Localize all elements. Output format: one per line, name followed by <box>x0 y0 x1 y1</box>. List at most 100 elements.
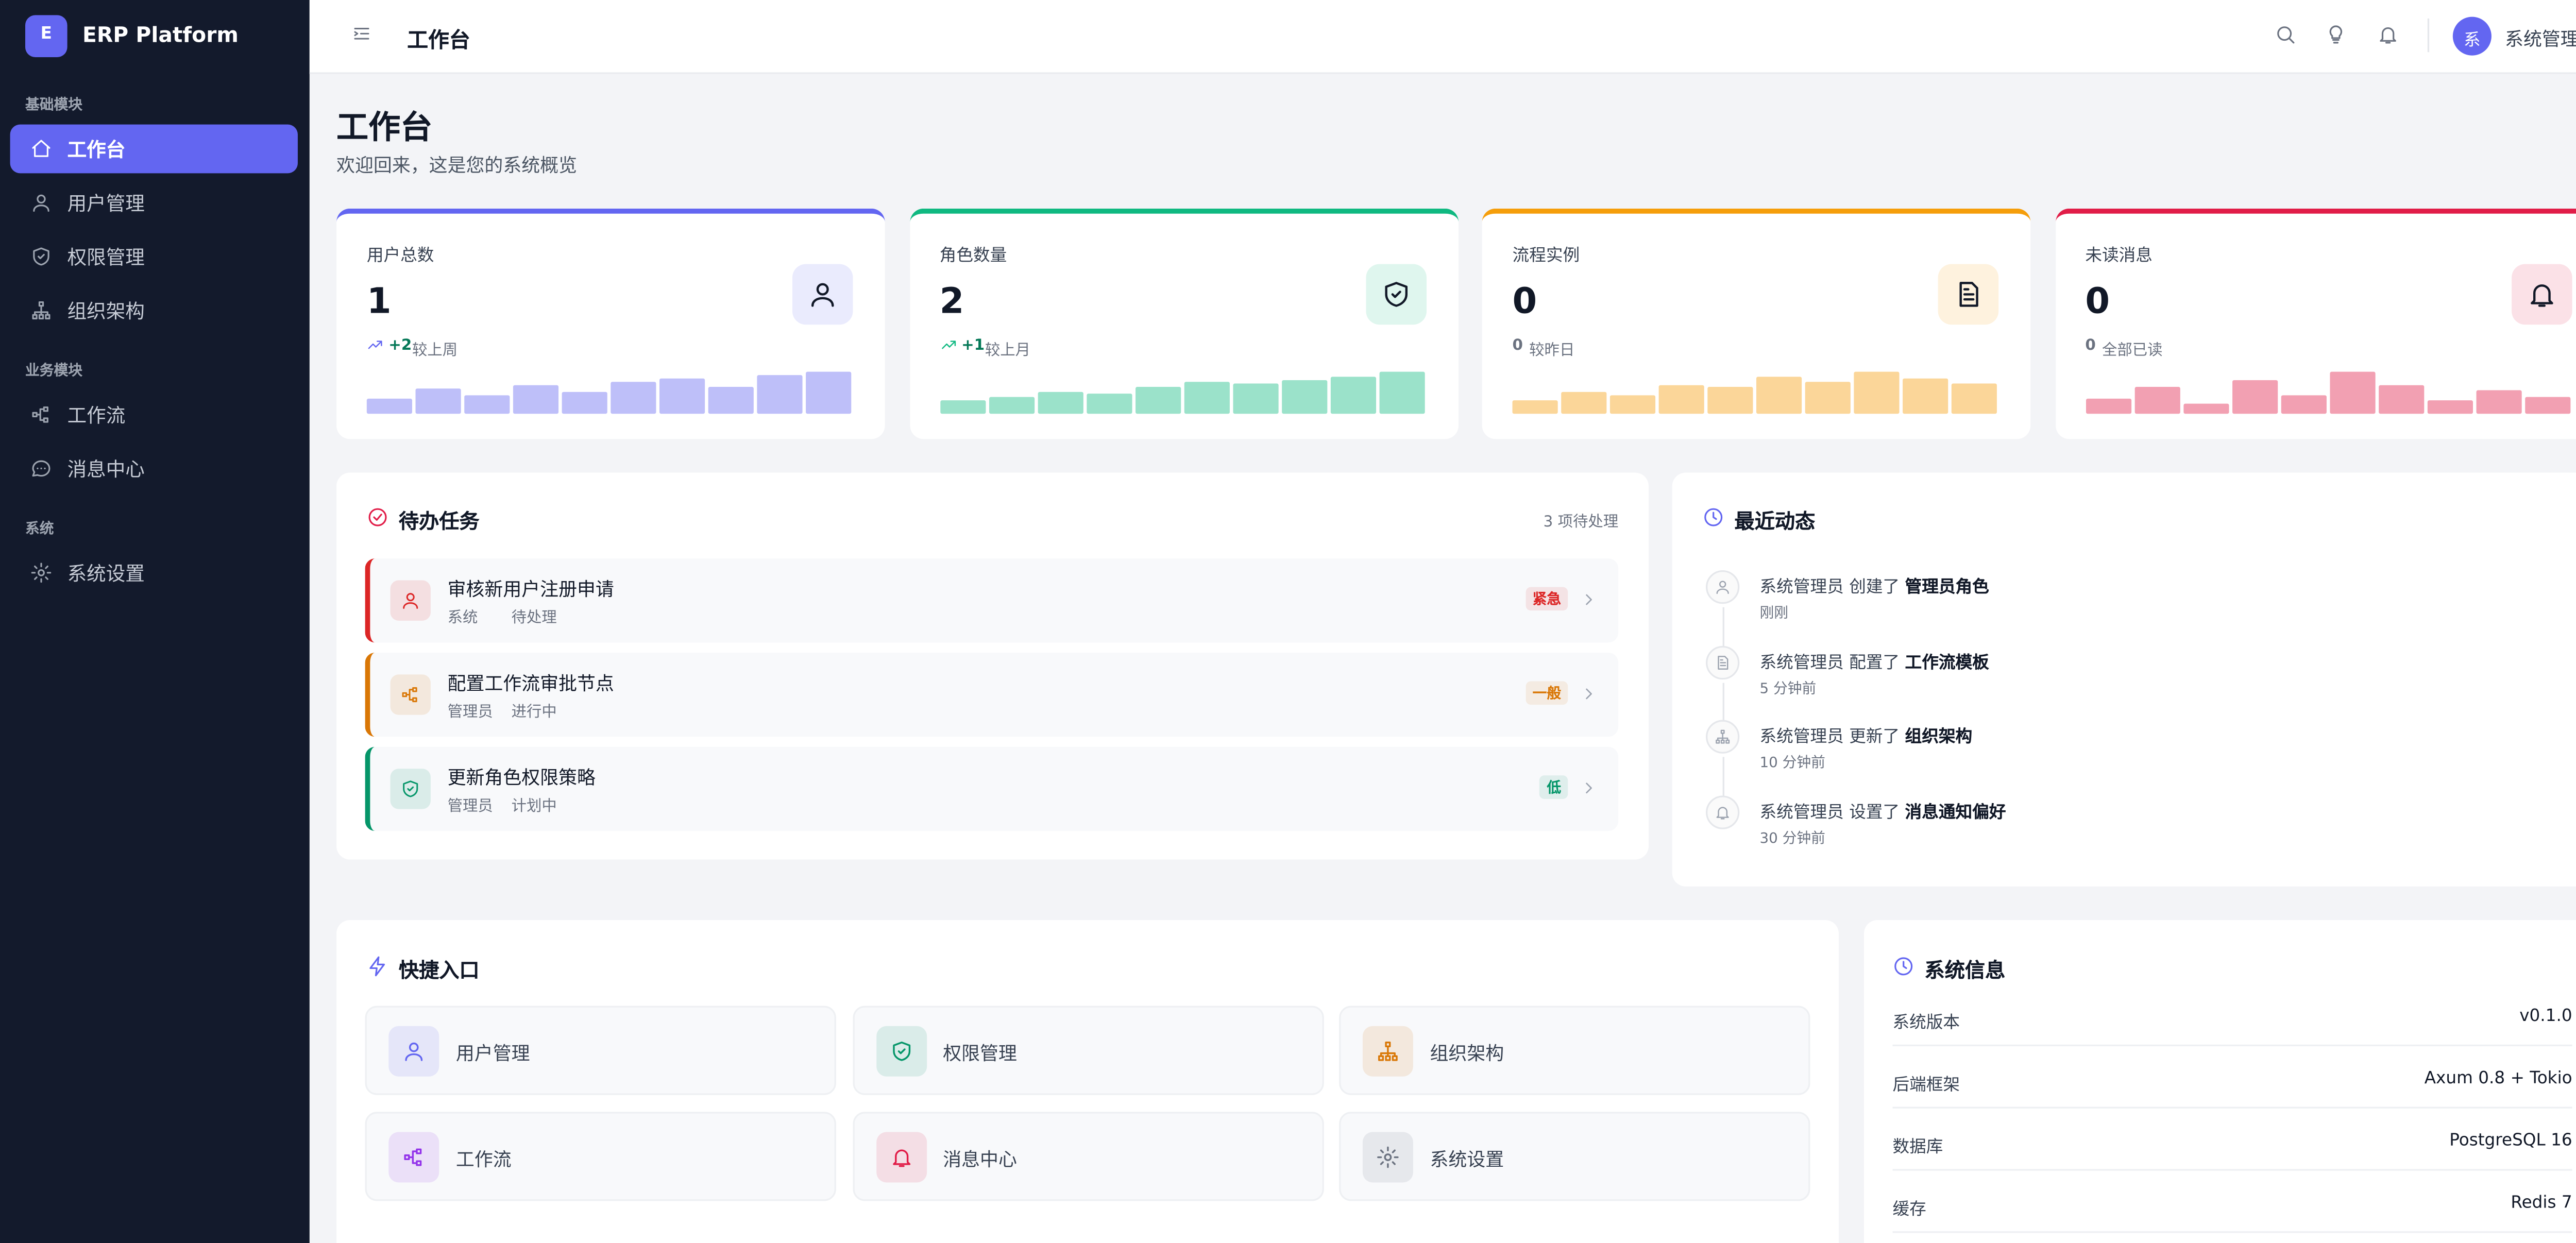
activity-actor: 系统管理员 <box>1759 653 1844 672</box>
icon-path <box>2277 26 2295 44</box>
todo-title: 配置工作流审批节点 <box>447 673 614 695</box>
stat-note: 较上周 <box>412 343 458 360</box>
icon <box>1704 508 1723 526</box>
icon <box>892 1149 910 1167</box>
timeline-line <box>1722 682 1724 723</box>
user-menu[interactable]: 系 系统管理员 <box>2452 16 2576 57</box>
icon-path <box>368 340 382 349</box>
row-separator <box>1892 1044 2572 1047</box>
shortcut-tile[interactable]: 权限管理 <box>852 1006 1324 1095</box>
panel-title: 最近动态 <box>1734 509 1816 534</box>
timeline-dot <box>1706 720 1740 754</box>
icon-path <box>811 283 834 307</box>
nav-label: 工作台 <box>67 138 126 162</box>
shortcut-icon <box>875 1026 926 1077</box>
icon-path <box>1716 806 1729 819</box>
activity-actor: 系统管理员 <box>1759 578 1844 598</box>
activity-action: 配置了 <box>1849 653 1900 672</box>
activity-time: 5 分钟前 <box>1759 680 1817 697</box>
todo-status: 待处理 <box>511 610 557 627</box>
icon-path <box>402 687 417 703</box>
nav-item[interactable]: 工作台 <box>10 124 298 174</box>
menu-toggle[interactable] <box>351 24 375 47</box>
trend-bar <box>1134 387 1181 414</box>
avatar-text: 系 <box>2464 32 2481 50</box>
icon <box>368 508 387 526</box>
topbar-button[interactable] <box>2325 24 2349 47</box>
shortcut-tile[interactable]: 工作流 <box>365 1112 836 1201</box>
icon-path <box>354 28 369 40</box>
nav-item[interactable]: 消息中心 <box>10 444 298 493</box>
icon <box>354 28 369 40</box>
topbar-button[interactable] <box>2377 24 2401 47</box>
todo-source: 管理员 <box>447 799 493 816</box>
todo-item[interactable]: 更新角色权限策略 管理员 计划中 低 <box>365 746 1619 831</box>
activity-time: 刚刚 <box>1759 605 1789 623</box>
trend-bar <box>1903 378 1948 414</box>
icon-path <box>1586 688 1592 700</box>
trend-bar <box>2231 380 2278 414</box>
todo-item[interactable]: 审核新用户注册申请 系统 待处理 紧急 <box>365 558 1619 643</box>
icon-path <box>31 563 52 583</box>
nav-item[interactable]: 系统设置 <box>10 548 298 597</box>
info-value: Axum 0.8 + Tokio <box>2424 1069 2572 1088</box>
stat-card: 角色数量 2 +1 较上月 <box>909 208 1458 439</box>
nav-label: 工作流 <box>67 403 126 428</box>
icon <box>403 780 418 797</box>
trend-bar <box>2085 398 2131 414</box>
icon-path <box>32 460 50 477</box>
icon <box>1716 729 1730 744</box>
trend-bar <box>939 400 986 414</box>
row-separator <box>1892 1231 2572 1233</box>
icon <box>32 301 50 319</box>
icon <box>1377 1146 1399 1168</box>
activity-target: 工作流模板 <box>1905 653 1989 672</box>
icon <box>1378 1041 1398 1061</box>
nav-label: 消息中心 <box>67 457 145 481</box>
icon-path <box>1704 508 1723 526</box>
nav-label: 权限管理 <box>67 245 145 269</box>
shortcut-tile[interactable]: 系统设置 <box>1339 1112 1810 1201</box>
stat-label: 流程实例 <box>1512 247 1580 266</box>
info-value: Redis 7 <box>2511 1194 2572 1213</box>
activity-panel: 最近动态 系统管理员 创建了 管理员角色 刚刚 系统管理员 配置了 工作流模板 5 分钟… <box>1672 472 2576 887</box>
trend-bar <box>1232 383 1278 414</box>
priority-badge: 低 <box>1540 775 1568 799</box>
trend-bar <box>1707 387 1754 414</box>
trend-bar <box>2378 385 2424 414</box>
trend-bar <box>1512 400 1558 414</box>
icon <box>1586 594 1592 605</box>
shortcut-tile[interactable]: 消息中心 <box>852 1112 1324 1201</box>
main: 工作台 欢迎回来，这是您的系统概览 用户总数 1 +2 较上周 角色数量 2 +1 较上月 流程实例… <box>310 74 2576 1243</box>
trend-bar <box>1330 377 1376 414</box>
shortcut-tile[interactable]: 组织架构 <box>1339 1006 1810 1095</box>
nav-label: 系统设置 <box>67 561 145 586</box>
icon-path <box>1586 594 1592 605</box>
nav-item[interactable]: 工作流 <box>10 390 298 439</box>
nav-group-title: 业务模块 <box>25 363 83 380</box>
icon-path <box>941 340 955 349</box>
icon-path <box>2380 27 2396 44</box>
nav-item[interactable]: 用户管理 <box>10 178 298 227</box>
activity-action: 创建了 <box>1849 578 1900 598</box>
icon <box>33 194 49 212</box>
icon-path <box>1716 729 1730 744</box>
nav-item[interactable]: 权限管理 <box>10 232 298 281</box>
activity-text: 系统管理员 设置了 消息通知偏好 <box>1760 796 2006 822</box>
nav-item[interactable]: 组织架构 <box>10 286 298 335</box>
icon <box>32 406 48 423</box>
shortcut-icon <box>875 1132 926 1183</box>
icon <box>811 283 834 307</box>
panel-title: 快捷入口 <box>398 959 480 982</box>
shortcut-tile[interactable]: 用户管理 <box>365 1006 836 1095</box>
topbar: 工作台 系 系统管理员 <box>309 0 2576 74</box>
trend-bar <box>2427 400 2472 414</box>
icon-path <box>32 406 48 423</box>
trend-bar <box>757 375 803 414</box>
info-label: 系统版本 <box>1892 1014 1960 1033</box>
todo-item[interactable]: 配置工作流审批节点 管理员 进行中 一般 <box>365 652 1619 737</box>
stat-label: 用户总数 <box>366 247 434 266</box>
topbar-button[interactable] <box>2275 24 2298 47</box>
trend-bar <box>2475 390 2521 414</box>
